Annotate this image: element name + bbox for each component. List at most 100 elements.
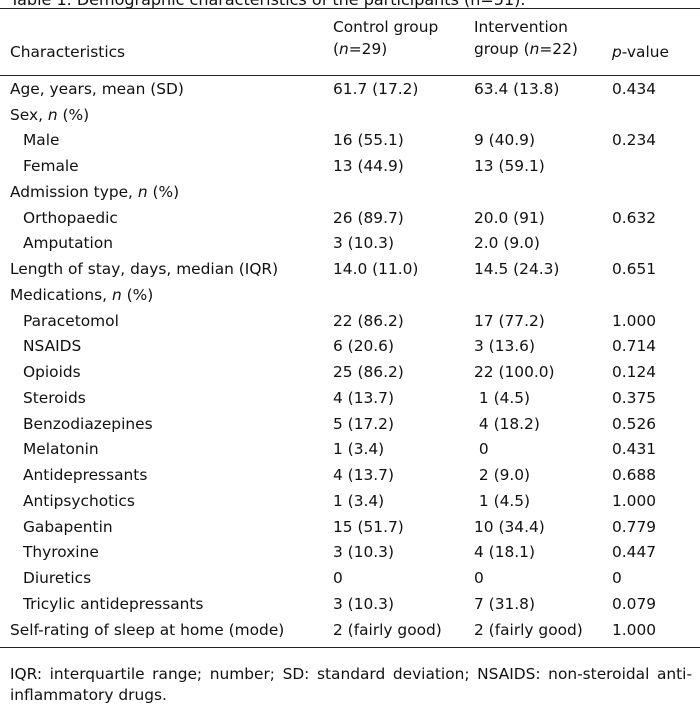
row-control-value <box>333 278 474 304</box>
row-characteristic: Male <box>23 131 60 150</box>
row-intervention-value: 0 <box>474 569 484 587</box>
row-pvalue <box>612 278 700 304</box>
header-intervention-line2: group (n=22) <box>474 40 578 58</box>
row-characteristic: Self-rating of sleep at home (mode) <box>10 620 285 639</box>
row-pvalue: 0.779 <box>612 517 657 536</box>
row-characteristic: Antipsychotics <box>23 491 135 510</box>
table-caption-text: Table 1. Demographic characteristics of … <box>10 0 525 8</box>
row-intervention-value: 4 (18.1) <box>474 543 535 562</box>
row-pvalue: 0.431 <box>612 440 657 459</box>
row-pvalue: 0.526 <box>612 414 657 433</box>
row-pvalue: 0.375 <box>612 388 657 407</box>
row-characteristic: Tricylic antidepressants <box>23 594 204 613</box>
table-row: Orthopaedic 26 (89.7) 20.0 (91) 0.632 <box>0 201 700 227</box>
row-control-value: 16 (55.1) <box>333 131 404 150</box>
row-pvalue <box>612 98 700 124</box>
table-body: Age, years, mean (SD) 61.7 (17.2) 63.4 (13… <box>0 66 700 639</box>
table-header: Characteristics Control group (n=29) Int… <box>0 10 700 66</box>
row-pvalue: 0.447 <box>612 543 657 562</box>
table-row: Female 13 (44.9) 13 (59.1) <box>0 149 700 175</box>
row-intervention-value: 0 <box>474 440 489 459</box>
row-pvalue: 0.124 <box>612 363 657 381</box>
row-intervention-value: 3 (13.6) <box>474 337 535 356</box>
row-control-value: 13 (44.9) <box>333 157 404 175</box>
table-footnote: IQR: interquartile range; number; SD: st… <box>10 665 692 704</box>
row-control-value: 1 (3.4) <box>333 440 385 459</box>
table-row: NSAIDS 6 (20.6) 3 (13.6) 0.714 <box>0 330 700 356</box>
row-intervention-value: 2.0 (9.0) <box>474 234 540 253</box>
row-control-value: 4 (13.7) <box>333 388 394 407</box>
row-characteristic: Benzodiazepines <box>23 414 153 433</box>
row-characteristic: Diuretics <box>23 569 92 587</box>
bottom-rule <box>0 647 700 648</box>
row-intervention-value <box>474 278 612 304</box>
header-control-line1: Control group <box>333 18 439 36</box>
row-pvalue: 0.651 <box>612 260 657 278</box>
row-pvalue: 1.000 <box>612 491 657 510</box>
header-control: Control group (n=29) <box>333 10 474 66</box>
row-intervention-value: 4 (18.2) <box>474 414 540 433</box>
row-control-value: 14.0 (11.0) <box>333 260 419 278</box>
row-pvalue: 0.434 <box>612 79 657 98</box>
row-characteristic: Paracetomol <box>23 311 119 330</box>
row-characteristic: Gabapentin <box>23 517 113 536</box>
row-intervention-value: 2 (9.0) <box>474 466 531 484</box>
row-characteristic: Female <box>23 157 79 175</box>
row-characteristic: Admission type, n (%) <box>10 182 180 201</box>
row-control-value: 61.7 (17.2) <box>333 79 419 98</box>
row-characteristic: Melatonin <box>23 440 99 459</box>
table-row: Medications, n (%) <box>0 278 700 304</box>
row-intervention-value: 17 (77.2) <box>474 311 545 330</box>
row-intervention-value: 13 (59.1) <box>474 157 545 175</box>
row-control-value: 6 (20.6) <box>333 337 394 356</box>
row-pvalue <box>612 149 700 175</box>
row-pvalue: 0 <box>612 569 622 587</box>
row-pvalue <box>612 227 700 253</box>
row-pvalue: 0.714 <box>612 337 657 356</box>
row-intervention-value: 20.0 (91) <box>474 208 545 227</box>
row-control-value: 3 (10.3) <box>333 234 394 253</box>
table-row: Thyroxine 3 (10.3) 4 (18.1) 0.447 <box>0 536 700 562</box>
row-characteristic: Opioids <box>23 363 81 381</box>
row-intervention-value: 1 (4.5) <box>474 388 531 407</box>
row-pvalue: 1.000 <box>612 311 657 330</box>
row-intervention-value: 10 (34.4) <box>474 517 545 536</box>
row-control-value: 3 (10.3) <box>333 594 394 613</box>
demographics-table: Characteristics Control group (n=29) Int… <box>0 10 700 639</box>
header-characteristics: Characteristics <box>0 10 333 66</box>
row-characteristic: Medications, n (%) <box>10 285 154 304</box>
table-row: Melatonin 1 (3.4) 0 0.431 <box>0 433 700 459</box>
row-pvalue: 0.234 <box>612 131 657 150</box>
header-pvalue-label: p-value <box>612 43 669 61</box>
table-row: Antipsychotics 1 (3.4) 1 (4.5) 1.000 <box>0 484 700 510</box>
row-intervention-value: 2 (fairly good) <box>474 620 583 639</box>
table-row: Admission type, n (%) <box>0 175 700 201</box>
header-intervention-line1: Intervention <box>474 18 568 36</box>
table-row: Diuretics 0 0 0 <box>0 561 700 587</box>
row-pvalue <box>612 175 700 201</box>
row-pvalue: 1.000 <box>612 620 657 639</box>
row-characteristic: Steroids <box>23 388 86 407</box>
row-characteristic: Sex, n (%) <box>10 105 90 124</box>
row-pvalue: 0.632 <box>612 208 657 227</box>
row-pvalue: 0.688 <box>612 466 657 484</box>
row-characteristic: Amputation <box>23 234 113 253</box>
row-intervention-value: 63.4 (13.8) <box>474 79 560 98</box>
row-control-value: 1 (3.4) <box>333 491 385 510</box>
table-row: Antidepressants 4 (13.7) 2 (9.0) 0.688 <box>0 458 700 484</box>
row-control-value: 5 (17.2) <box>333 414 394 433</box>
row-control-value: 4 (13.7) <box>333 466 394 484</box>
row-control-value: 26 (89.7) <box>333 208 404 227</box>
row-control-value: 0 <box>333 569 343 587</box>
header-control-line2: (n=29) <box>333 40 388 58</box>
header-intervention: Intervention group (n=22) <box>474 10 612 66</box>
row-characteristic: Length of stay, days, median (IQR) <box>10 260 279 278</box>
row-intervention-value: 22 (100.0) <box>474 363 555 381</box>
row-characteristic: NSAIDS <box>23 337 82 356</box>
table-row: Paracetomol 22 (86.2) 17 (77.2) 1.000 <box>0 304 700 330</box>
table-row: Age, years, mean (SD) 61.7 (17.2) 63.4 (13… <box>0 72 700 98</box>
row-intervention-value: 7 (31.8) <box>474 594 535 613</box>
table-row: Gabapentin 15 (51.7) 10 (34.4) 0.779 <box>0 510 700 536</box>
row-intervention-value: 1 (4.5) <box>474 491 531 510</box>
row-control-value <box>333 175 474 201</box>
